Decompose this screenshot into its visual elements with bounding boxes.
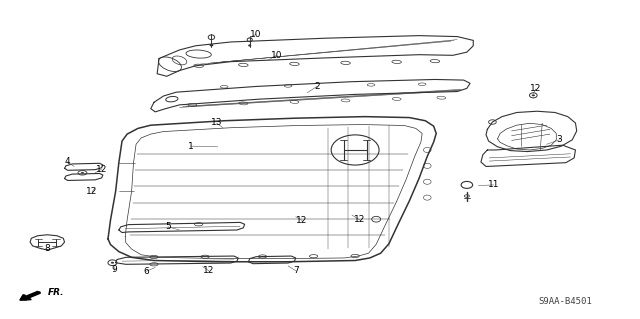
Text: 10: 10 bbox=[250, 30, 262, 39]
Text: 12: 12 bbox=[354, 215, 365, 224]
Text: 7: 7 bbox=[293, 266, 299, 275]
Text: 12: 12 bbox=[86, 187, 98, 197]
Text: 5: 5 bbox=[165, 222, 171, 231]
Text: 4: 4 bbox=[64, 157, 70, 166]
Text: 8: 8 bbox=[44, 244, 50, 253]
Text: FR.: FR. bbox=[47, 288, 64, 297]
Text: 11: 11 bbox=[488, 181, 499, 189]
Text: 10: 10 bbox=[271, 51, 282, 60]
Text: 13: 13 bbox=[211, 118, 222, 128]
Text: 12: 12 bbox=[296, 216, 308, 225]
Text: 2: 2 bbox=[314, 82, 319, 91]
Text: 12: 12 bbox=[96, 165, 108, 174]
Text: 9: 9 bbox=[111, 265, 117, 274]
Ellipse shape bbox=[111, 262, 114, 264]
Ellipse shape bbox=[248, 44, 252, 47]
Ellipse shape bbox=[532, 94, 535, 96]
Text: S9AA-B4501: S9AA-B4501 bbox=[538, 297, 592, 306]
FancyArrow shape bbox=[20, 292, 40, 300]
Ellipse shape bbox=[81, 172, 84, 174]
Text: 1: 1 bbox=[188, 142, 194, 151]
Text: 3: 3 bbox=[557, 135, 563, 144]
Text: 12: 12 bbox=[203, 266, 214, 275]
Ellipse shape bbox=[209, 44, 213, 47]
Text: 6: 6 bbox=[143, 267, 149, 276]
Text: 12: 12 bbox=[530, 85, 541, 93]
